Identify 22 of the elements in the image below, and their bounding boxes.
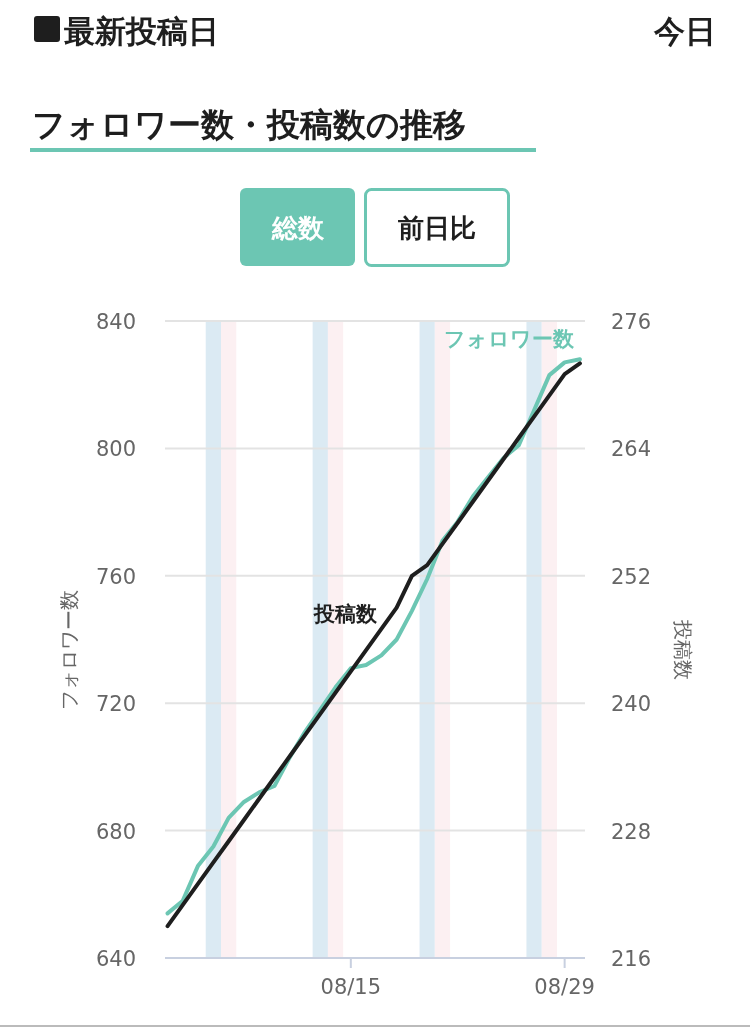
y-tick-label: 840 <box>95 310 137 334</box>
y2-tick-label: 252 <box>610 564 652 589</box>
y2-tick-label: 240 <box>610 692 652 717</box>
y-tick-label: 680 <box>95 819 137 844</box>
y2-axis-title: 投稿数 <box>671 618 695 680</box>
y2-tick-label: 276 <box>610 310 652 334</box>
y-tick-label: 760 <box>95 564 137 589</box>
chart-title: フォロワー数・投稿数の推移 <box>32 105 466 144</box>
y-tick-label: 800 <box>95 437 137 462</box>
y-tick-label: 640 <box>95 947 137 971</box>
y2-tick-label: 264 <box>610 437 652 462</box>
header: 最新投稿日 今日 <box>34 13 716 49</box>
y-axis-title: フォロワー数 <box>57 589 81 710</box>
y-tick-label: 720 <box>95 692 137 717</box>
x-tick-label: 08/29 <box>534 975 595 999</box>
series-label: 投稿数 <box>312 602 378 627</box>
y2-tick-label: 228 <box>610 819 652 844</box>
series-label: フォロワー数 <box>443 327 575 352</box>
text: 総数 <box>270 213 325 243</box>
x-tick-label: 08/15 <box>320 975 382 999</box>
y2-tick-label: 216 <box>610 947 652 971</box>
text: 前日比 <box>397 213 476 243</box>
